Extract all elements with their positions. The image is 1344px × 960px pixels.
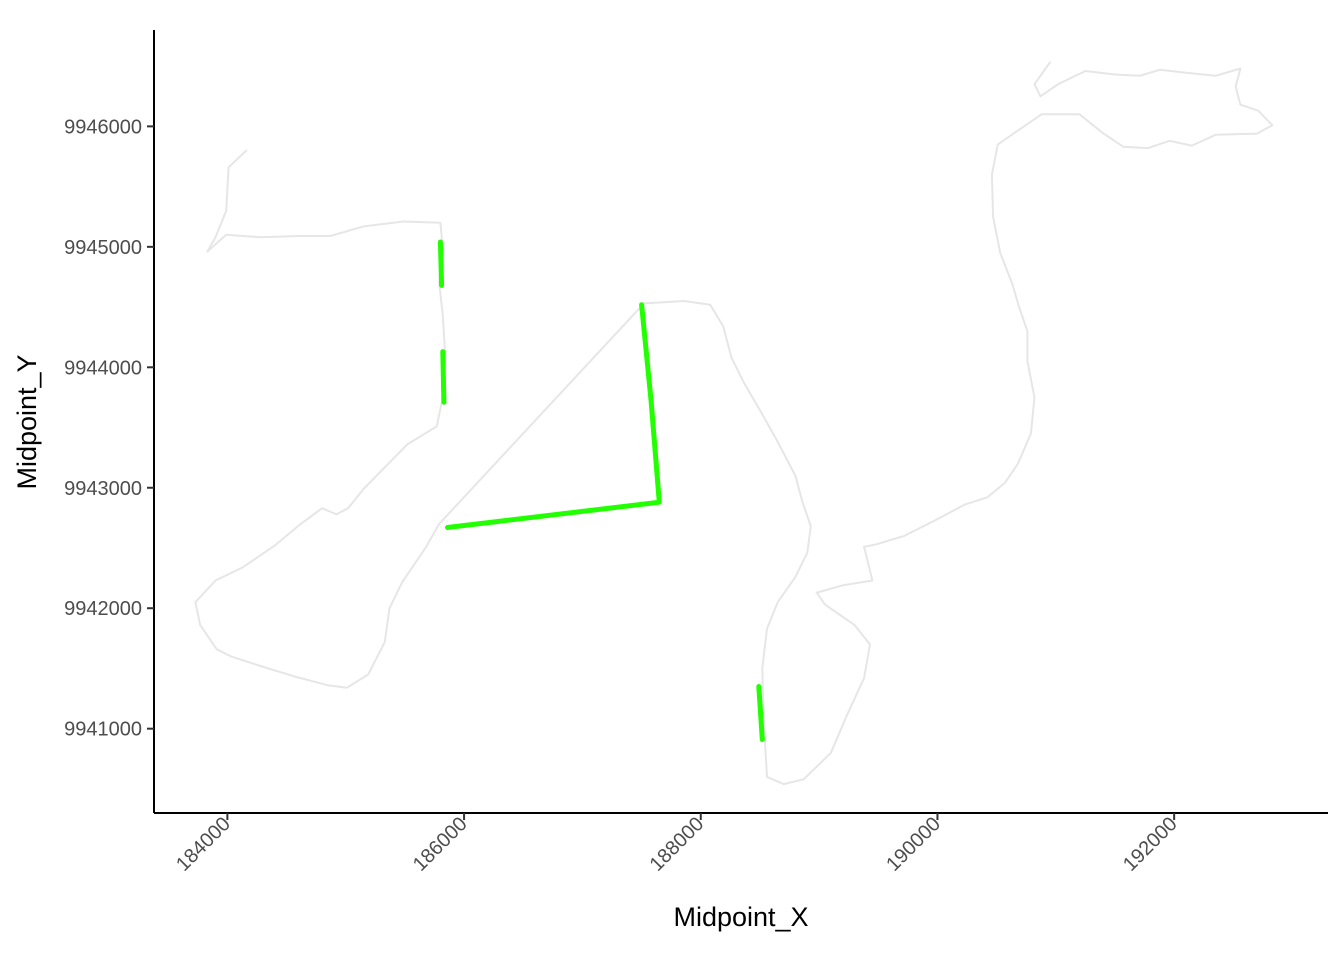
y-tick-label: 9942000 [64, 598, 142, 620]
y-tick-label: 9943000 [64, 478, 142, 500]
highlight-segment-2 [440, 349, 447, 405]
tick-labels: 9941000 9942000 9943000 9944000 9945000 99460… [64, 116, 1182, 875]
y-tick-label: 9944000 [64, 357, 142, 379]
x-axis-title: Midpoint_X [673, 902, 808, 932]
x-tick-label: 190000 [882, 813, 945, 876]
x-tick-label: 184000 [172, 813, 235, 876]
x-tick-label: 186000 [409, 813, 472, 876]
highlight-segment-1 [437, 239, 445, 288]
y-tick-label: 9946000 [64, 116, 142, 138]
axes [147, 30, 1328, 820]
y-tick-label: 9941000 [64, 719, 142, 741]
highlight-segment-3 [445, 302, 662, 530]
highlight-segment-4 [756, 684, 765, 742]
plot-area [194, 61, 1274, 786]
y-tick-label: 9945000 [64, 237, 142, 259]
x-tick-label: 192000 [1119, 813, 1182, 876]
y-axis-title: Midpoint_Y [12, 354, 42, 489]
x-tick-label: 188000 [646, 813, 709, 876]
background-path [194, 61, 1274, 786]
